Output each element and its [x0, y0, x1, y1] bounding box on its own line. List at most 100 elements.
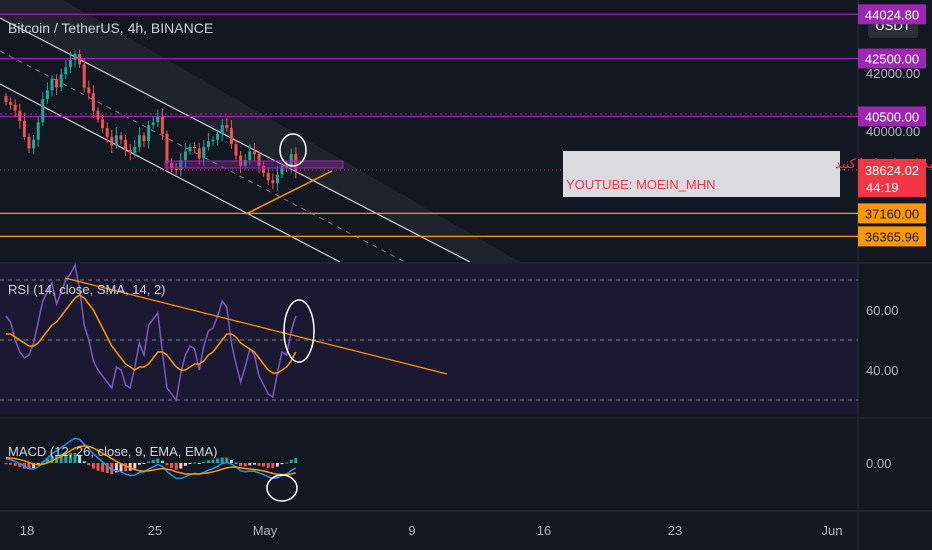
macd-histogram-bar	[234, 462, 238, 464]
candle-body[interactable]	[216, 133, 220, 140]
candle-body[interactable]	[124, 139, 128, 150]
support-trendline[interactable]	[245, 170, 333, 215]
candle-body[interactable]	[225, 125, 229, 129]
candle-body[interactable]	[55, 78, 59, 88]
candle-body[interactable]	[59, 74, 63, 88]
macd-histogram-bar	[142, 463, 146, 464]
candle-body[interactable]	[147, 125, 151, 142]
breakout-circle[interactable]	[279, 133, 307, 167]
price-axis[interactable]: USDT 40000.0042000.0044024.8042500.00405…	[858, 4, 926, 471]
candle-body[interactable]	[220, 125, 224, 134]
symbol-header[interactable]: Bitcoin / TetherUS, 4h, BINANCE	[8, 20, 213, 36]
candle-body[interactable]	[160, 116, 164, 134]
candle-body[interactable]	[156, 116, 160, 123]
channel-lower-line[interactable]	[0, 83, 341, 262]
price-pane[interactable]	[0, 0, 858, 262]
candle-body[interactable]	[197, 148, 201, 159]
candle-body[interactable]	[96, 110, 100, 120]
candle-body[interactable]	[248, 151, 252, 160]
macd-cross-circle[interactable]	[266, 474, 298, 502]
candlestick-series[interactable]	[4, 49, 298, 191]
candle-body[interactable]	[13, 104, 17, 111]
candle-body[interactable]	[41, 99, 45, 123]
level-badge[interactable]	[858, 4, 926, 25]
macd-signal-line[interactable]	[5, 445, 296, 476]
level-label: 44024.80	[865, 7, 919, 22]
candle-body[interactable]	[22, 120, 26, 137]
candle-body[interactable]	[275, 174, 279, 184]
rsi-trendline[interactable]	[64, 277, 448, 375]
candle-body[interactable]	[257, 154, 261, 166]
candle-body[interactable]	[183, 151, 187, 160]
candle-body[interactable]	[252, 151, 256, 155]
last-price-badge[interactable]	[858, 159, 926, 197]
candle-body[interactable]	[211, 139, 215, 142]
candle-body[interactable]	[45, 90, 49, 100]
candle-body[interactable]	[36, 122, 40, 140]
candle-body[interactable]	[193, 146, 197, 149]
time-axis[interactable]: 18 25 May 9 16 23 Jun	[20, 523, 843, 538]
candle-body[interactable]	[234, 144, 238, 156]
macd-histogram-bar	[151, 459, 155, 463]
candle-body[interactable]	[50, 78, 54, 91]
resistance-zone[interactable]	[164, 160, 344, 169]
candle-body[interactable]	[32, 139, 36, 149]
candle-body[interactable]	[114, 135, 118, 146]
level-badge[interactable]	[858, 203, 926, 224]
macd-histogram-bar	[13, 463, 17, 466]
candle-countdown: 44:19	[866, 180, 899, 195]
rsi-sma-line[interactable]	[6, 294, 297, 374]
candle-body[interactable]	[271, 180, 275, 184]
note-box[interactable]	[563, 151, 840, 197]
candle-body[interactable]	[188, 146, 192, 152]
candle-body[interactable]	[151, 122, 155, 126]
candle-body[interactable]	[68, 59, 72, 68]
candle-body[interactable]	[170, 162, 174, 169]
macd-histogram-bar	[170, 463, 174, 468]
macd-histogram[interactable]	[4, 453, 298, 474]
candle-body[interactable]	[78, 54, 82, 65]
level-badge[interactable]	[858, 106, 926, 127]
macd-line[interactable]	[5, 437, 297, 480]
candle-body[interactable]	[101, 119, 105, 129]
candle-body[interactable]	[165, 133, 169, 163]
candle-body[interactable]	[174, 168, 178, 171]
candle-body[interactable]	[294, 154, 298, 171]
rsi-pane[interactable]: RSI (14, close, SMA, 14, 2)	[0, 262, 858, 402]
candle-body[interactable]	[142, 135, 146, 142]
rsi-breakout-circle[interactable]	[283, 299, 315, 363]
candle-body[interactable]	[27, 136, 31, 149]
rsi-line[interactable]	[5, 262, 297, 402]
level-badge[interactable]	[858, 48, 926, 69]
candle-body[interactable]	[280, 165, 284, 175]
candle-body[interactable]	[206, 141, 210, 147]
candle-body[interactable]	[64, 67, 68, 75]
candle-body[interactable]	[266, 173, 270, 181]
candle-body[interactable]	[128, 149, 132, 153]
candle-body[interactable]	[119, 135, 123, 140]
candle-body[interactable]	[9, 102, 13, 105]
candle-body[interactable]	[202, 146, 206, 159]
candle-body[interactable]	[243, 160, 247, 166]
candle-body[interactable]	[91, 93, 95, 111]
candle-body[interactable]	[137, 135, 141, 147]
macd-pane[interactable]: MACD (12, 26, close, 9, EMA, EMA)	[4, 437, 298, 502]
candle-body[interactable]	[87, 87, 91, 94]
candle-body[interactable]	[179, 160, 183, 171]
candle-body[interactable]	[4, 96, 8, 102]
descending-channel[interactable]	[0, 0, 520, 262]
candle-body[interactable]	[285, 165, 289, 168]
candle-body[interactable]	[73, 54, 77, 60]
candle-body[interactable]	[82, 64, 86, 88]
macd-histogram-bar	[137, 463, 141, 465]
level-badge[interactable]	[858, 226, 926, 247]
horizontal-levels[interactable]	[0, 13, 858, 238]
candle-body[interactable]	[133, 146, 137, 153]
candle-body[interactable]	[110, 136, 114, 146]
candle-body[interactable]	[229, 128, 233, 145]
candle-body[interactable]	[262, 165, 266, 174]
candle-body[interactable]	[105, 128, 109, 137]
macd-histogram-bar	[262, 463, 266, 467]
candle-body[interactable]	[18, 110, 22, 121]
